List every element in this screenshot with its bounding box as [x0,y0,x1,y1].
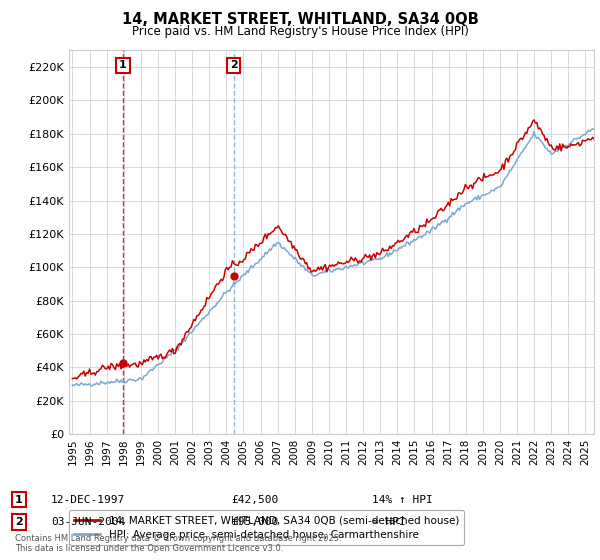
Text: Price paid vs. HM Land Registry's House Price Index (HPI): Price paid vs. HM Land Registry's House … [131,25,469,38]
Legend: 14, MARKET STREET, WHITLAND, SA34 0QB (semi-detached house), HPI: Average price,: 14, MARKET STREET, WHITLAND, SA34 0QB (s… [69,510,464,545]
Text: 1: 1 [119,60,127,71]
Text: ≈ HPI: ≈ HPI [372,517,406,527]
Text: £95,000: £95,000 [231,517,278,527]
Text: 1: 1 [15,494,23,505]
Text: Contains HM Land Registry data © Crown copyright and database right 2025.
This d: Contains HM Land Registry data © Crown c… [15,534,341,553]
Text: 03-JUN-2004: 03-JUN-2004 [51,517,125,527]
Text: 12-DEC-1997: 12-DEC-1997 [51,494,125,505]
Text: 2: 2 [15,517,23,527]
Text: £42,500: £42,500 [231,494,278,505]
Text: 14, MARKET STREET, WHITLAND, SA34 0QB: 14, MARKET STREET, WHITLAND, SA34 0QB [122,12,478,27]
Text: 14% ↑ HPI: 14% ↑ HPI [372,494,433,505]
Text: 2: 2 [230,60,238,71]
